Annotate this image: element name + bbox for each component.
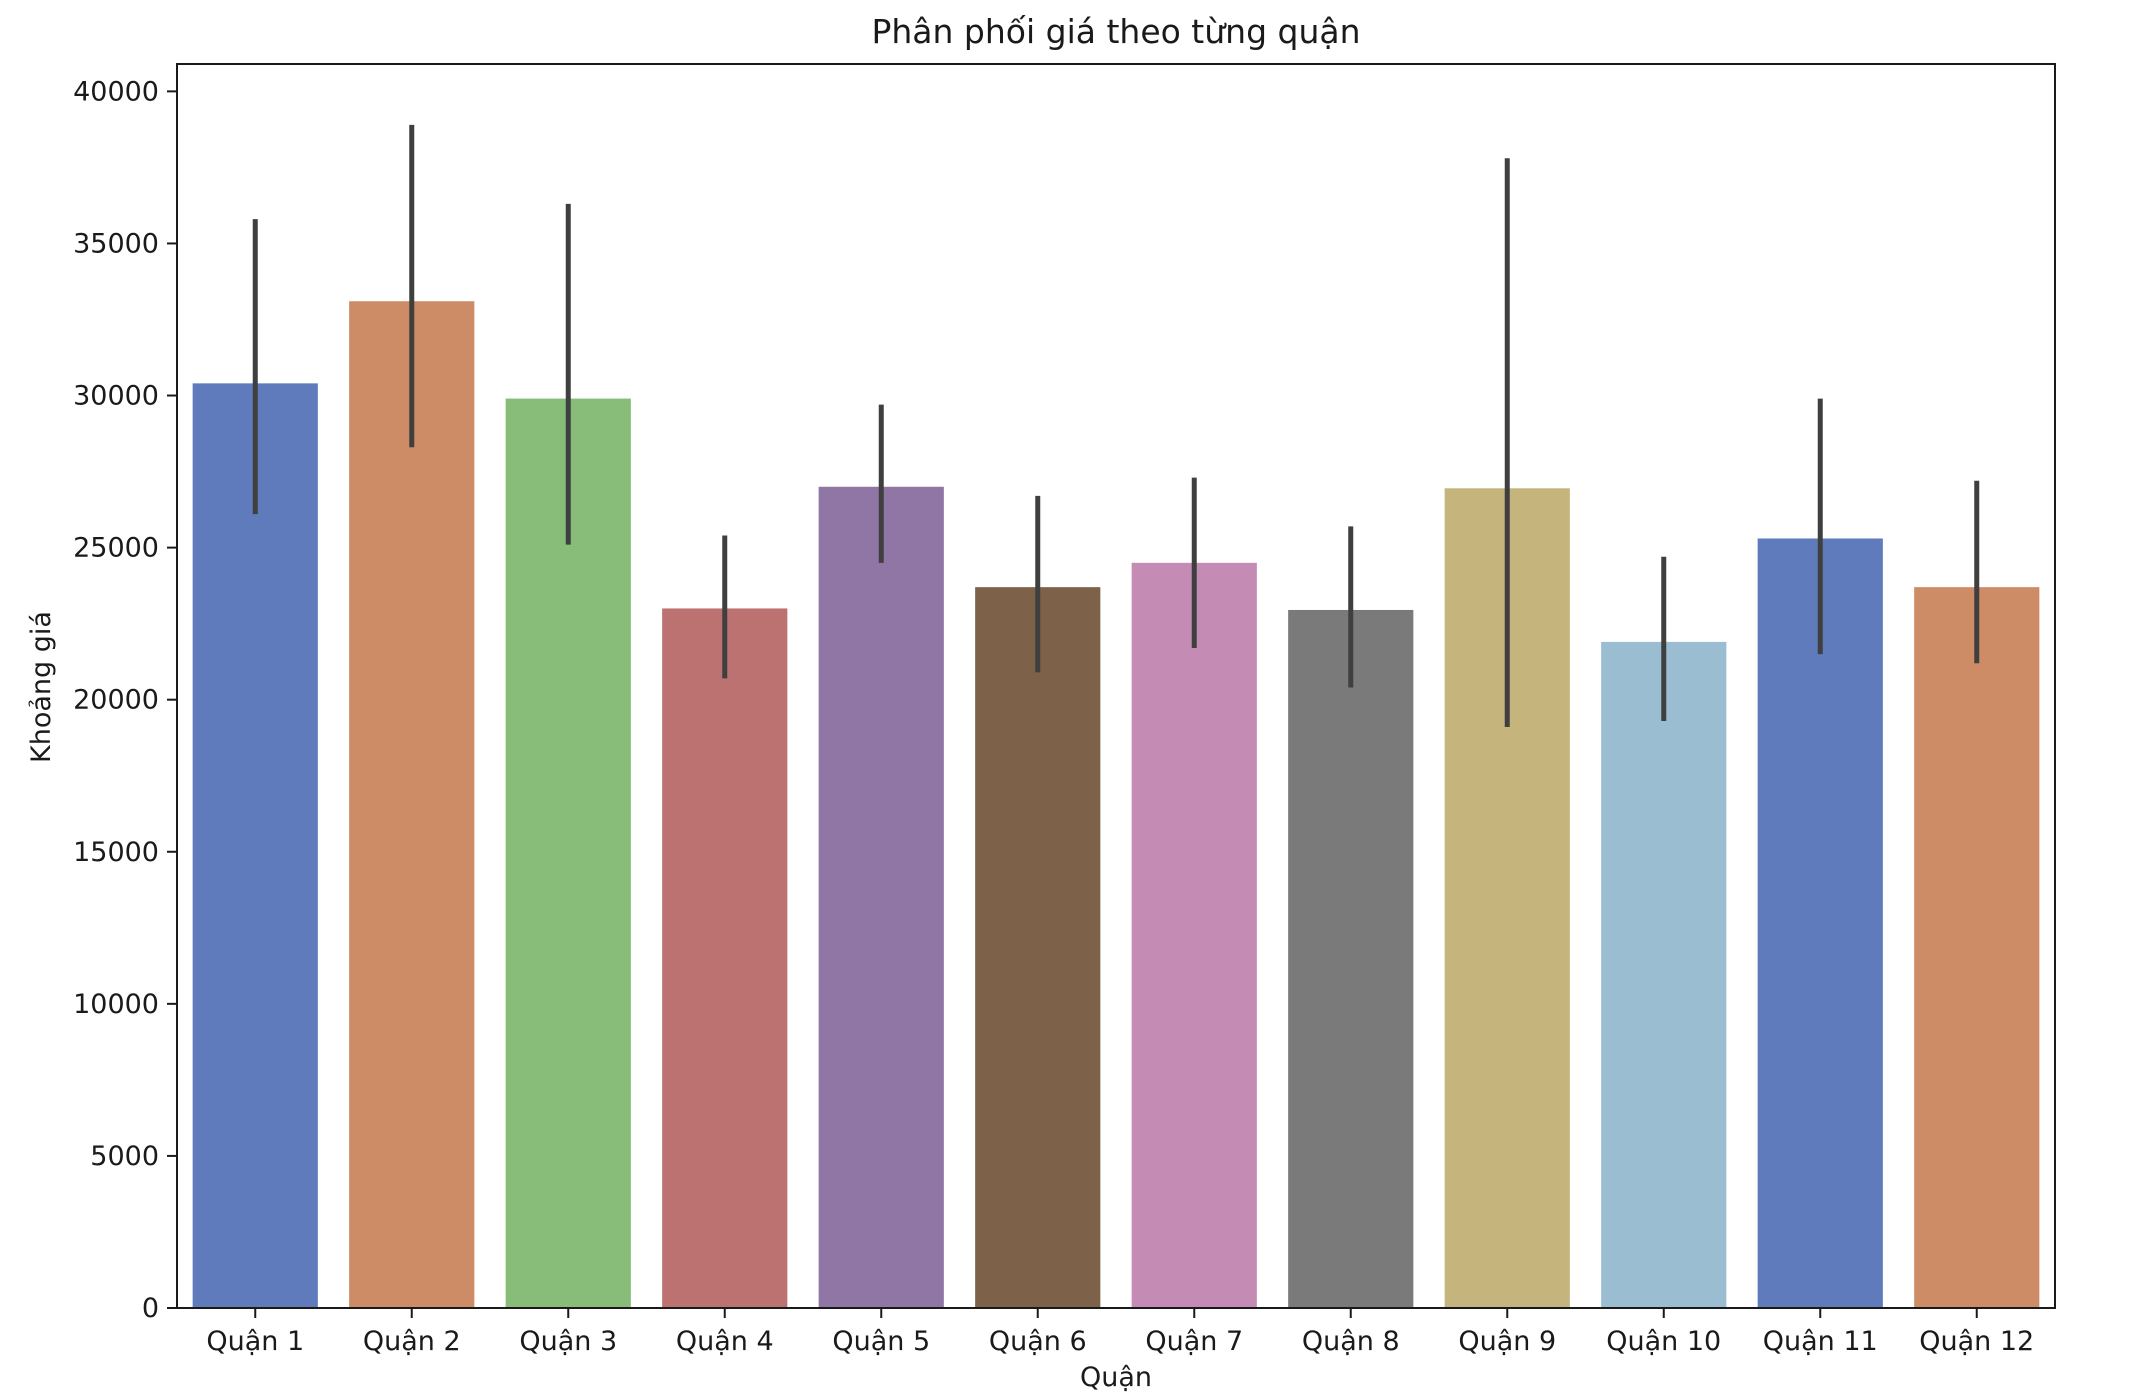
x-tick-label: Quận 8 bbox=[1302, 1326, 1400, 1357]
y-tick-label: 30000 bbox=[73, 381, 159, 412]
x-tick-label: Quận 1 bbox=[206, 1326, 304, 1357]
x-tick-label: Quận 10 bbox=[1606, 1326, 1721, 1357]
x-tick-label: Quận 3 bbox=[519, 1326, 617, 1357]
y-tick-label: 0 bbox=[142, 1293, 159, 1324]
y-tick-label: 5000 bbox=[90, 1141, 159, 1172]
bar-5 bbox=[818, 486, 944, 1309]
bar-4 bbox=[662, 608, 788, 1308]
x-tick-label: Quận 2 bbox=[363, 1326, 461, 1357]
error-bars-layer bbox=[252, 124, 1980, 728]
bar-3 bbox=[505, 398, 631, 1308]
bar-2 bbox=[349, 301, 475, 1308]
bar-8 bbox=[1288, 609, 1414, 1308]
bar-7 bbox=[1131, 562, 1257, 1308]
y-tick-label: 35000 bbox=[73, 228, 159, 259]
bars-layer bbox=[192, 301, 2040, 1309]
bar-11 bbox=[1757, 538, 1883, 1308]
x-tick-label: Quận 6 bbox=[989, 1326, 1087, 1357]
x-axis-label: Quận bbox=[1080, 1362, 1152, 1393]
y-tick-label: 20000 bbox=[73, 685, 159, 716]
bar-12 bbox=[1914, 587, 2040, 1308]
x-axis: Quận 1 Quận 2 Quận 3 Quận 4 Quận 5 Quận 6 Quận… bbox=[206, 1308, 2034, 1357]
x-tick-label: Quận 12 bbox=[1919, 1326, 2034, 1357]
bar-10 bbox=[1601, 641, 1727, 1308]
chart-title: Phân phối giá theo từng quận bbox=[871, 12, 1360, 51]
x-tick-label: Quận 4 bbox=[676, 1326, 774, 1357]
y-tick-label: 25000 bbox=[73, 533, 159, 564]
bar-6 bbox=[975, 587, 1101, 1308]
x-tick-label: Quận 5 bbox=[832, 1326, 930, 1357]
y-tick-label: 15000 bbox=[73, 837, 159, 868]
y-axis-label: Khoảng giá bbox=[26, 611, 57, 763]
x-tick-label: Quận 11 bbox=[1763, 1326, 1878, 1357]
plot-frame bbox=[176, 63, 2056, 1309]
x-tick-label: Quận 9 bbox=[1458, 1326, 1556, 1357]
y-axis: 0 5000 10000 15000 20000 25000 30000 35000 40000 bbox=[73, 76, 177, 1324]
bar-1 bbox=[192, 383, 318, 1309]
y-tick-label: 10000 bbox=[73, 989, 159, 1020]
y-tick-label: 40000 bbox=[73, 76, 159, 107]
x-tick-label: Quận 7 bbox=[1145, 1326, 1243, 1357]
